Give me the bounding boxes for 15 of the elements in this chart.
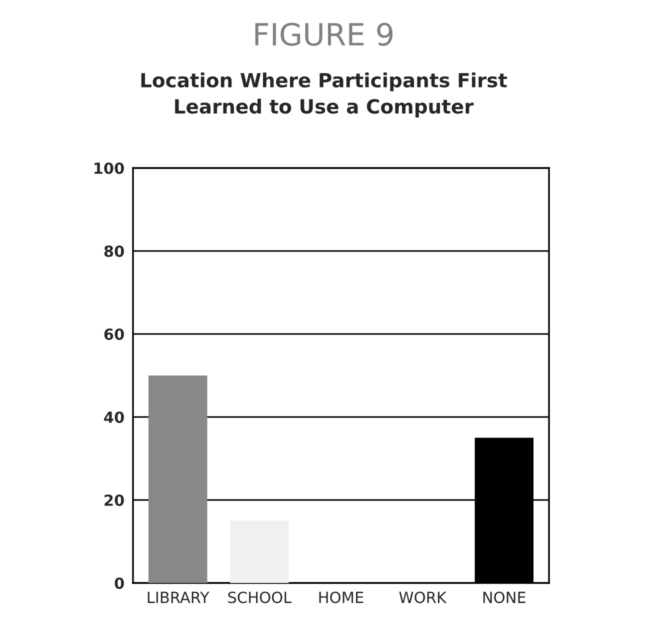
bar — [148, 376, 208, 583]
bar — [230, 520, 289, 583]
chart-title: FIGURE 9 — [255, 22, 393, 46]
y-tick-label: 20 — [104, 494, 124, 506]
y-tick-label: 0 — [114, 577, 124, 590]
y-tick-label: 80 — [104, 245, 124, 258]
chart-subtitle: Location Where Participants First Learned to Use a Computer — [141, 72, 507, 118]
x-tick-label: NONE — [483, 592, 526, 604]
x-tick-label: WORK — [399, 592, 447, 604]
y-tick-label: 40 — [104, 411, 124, 424]
x-tick-label: LIBRARY — [148, 592, 210, 603]
x-tick-label: HOME — [319, 592, 364, 604]
y-tick-label: 60 — [104, 328, 124, 340]
x-tick-label: SCHOOL — [228, 592, 292, 604]
y-tick-label: 100 — [94, 162, 124, 174]
